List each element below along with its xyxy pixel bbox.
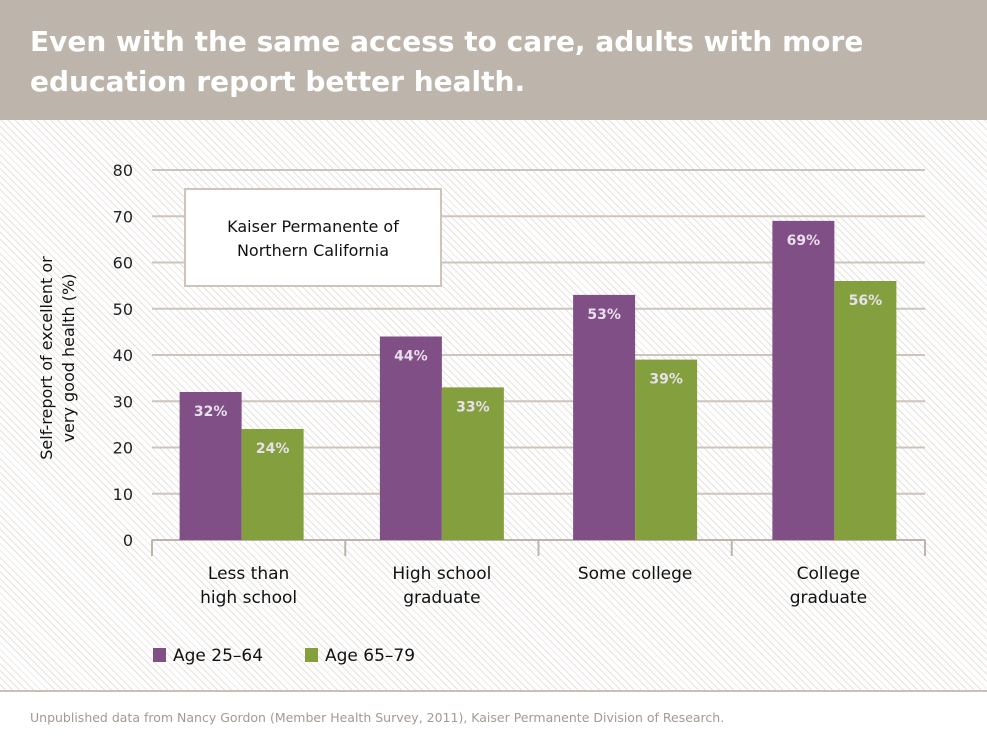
y-tick-label: 40 — [113, 346, 133, 365]
data-label: 56% — [849, 293, 883, 309]
footer-divider — [0, 690, 987, 692]
legend-swatch — [305, 648, 318, 662]
y-tick-label: 30 — [113, 392, 133, 411]
bar — [179, 392, 242, 540]
data-label: 39% — [649, 372, 683, 388]
bar — [635, 359, 698, 540]
y-tick-label: 80 — [113, 161, 133, 180]
y-tick-label: 60 — [113, 254, 133, 273]
annotation-box — [184, 188, 442, 287]
y-axis-label: very good health (%) — [59, 274, 78, 443]
data-label: 53% — [587, 307, 621, 323]
x-tick-label: high school — [200, 588, 297, 608]
data-label: 33% — [456, 399, 490, 415]
legend-label: Age 25–64 — [173, 646, 263, 666]
data-label: 32% — [194, 404, 228, 420]
x-tick-label: graduate — [790, 588, 867, 608]
x-tick-label: College — [797, 564, 860, 584]
x-tick-label: High school — [392, 564, 491, 584]
data-label: 69% — [787, 233, 821, 249]
data-label: 44% — [394, 349, 428, 365]
y-tick-label: 0 — [123, 531, 133, 550]
bar — [241, 429, 304, 540]
y-tick-label: 70 — [113, 207, 133, 226]
legend-label: Age 65–79 — [325, 646, 415, 666]
annotation-text: Northern California — [237, 241, 389, 260]
x-tick-label: graduate — [403, 588, 480, 608]
bar — [441, 387, 504, 540]
y-axis-label: Self-report of excellent or — [37, 256, 56, 460]
bar — [772, 220, 835, 540]
source-note: Unpublished data from Nancy Gordon (Memb… — [30, 710, 725, 725]
x-tick-label: Some college — [578, 564, 693, 584]
bar — [834, 281, 897, 540]
annotation-text: Kaiser Permanente of — [227, 217, 399, 236]
data-label: 24% — [256, 441, 290, 457]
y-tick-label: 10 — [113, 485, 133, 504]
header-band: Even with the same access to care, adult… — [0, 0, 987, 120]
y-tick-label: 20 — [113, 439, 133, 458]
chart-title: Even with the same access to care, adult… — [30, 25, 864, 98]
x-tick-label: Less than — [208, 564, 289, 584]
bar — [573, 294, 636, 540]
bar — [379, 336, 442, 540]
y-tick-label: 50 — [113, 300, 133, 319]
legend-swatch — [153, 648, 166, 662]
